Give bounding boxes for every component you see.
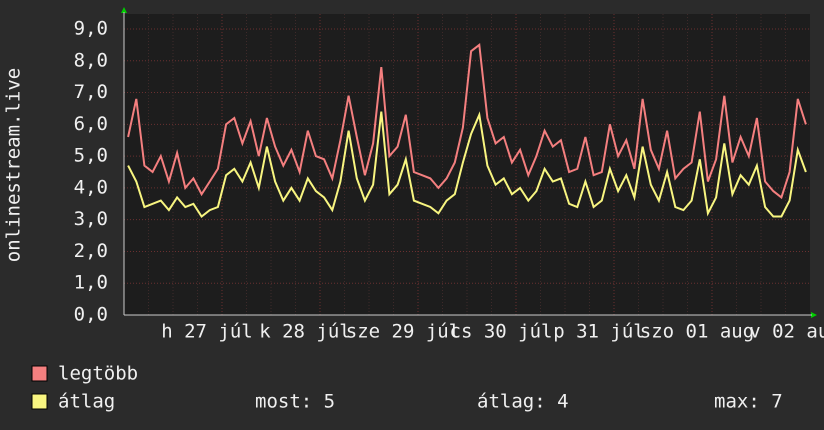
y-tick-label: 4,0 [74,176,108,198]
y-tick-label: 8,0 [74,49,108,71]
x-tick-label: szo 01 aug [640,321,754,343]
x-tick-label: cs 30 júl [450,321,553,343]
x-tick-label: v 02 aug [749,321,824,343]
x-tick-label: h 27 júl [161,321,253,343]
y-tick-label: 2,0 [74,240,108,262]
legend-label: legtöbb [58,363,138,385]
y-tick-label: 1,0 [74,272,108,294]
stat-label: max: 7 [714,391,783,413]
y-tick-label: 6,0 [74,113,108,135]
x-tick-label: k 28 júl [259,321,351,343]
x-tick-label: sze 29 júl [346,321,460,343]
y-tick-label: 9,0 [74,18,108,40]
y-axis-label: onlinestream.live [3,68,25,262]
axis-arrow [811,312,817,318]
y-tick-label: 5,0 [74,145,108,167]
stat-label: most: 5 [255,391,335,413]
series-line [127,43,807,200]
y-tick-label: 7,0 [74,81,108,103]
series-line [127,111,807,218]
stat-label: átlag: 4 [477,391,569,413]
legend-label: átlag [58,391,115,413]
legend-swatch [31,365,48,382]
legend-swatch [31,393,48,410]
y-tick-label: 3,0 [74,208,108,230]
y-tick-label: 0,0 [74,304,108,326]
axis-arrow [121,7,127,13]
x-tick-label: p 31 júl [553,321,645,343]
